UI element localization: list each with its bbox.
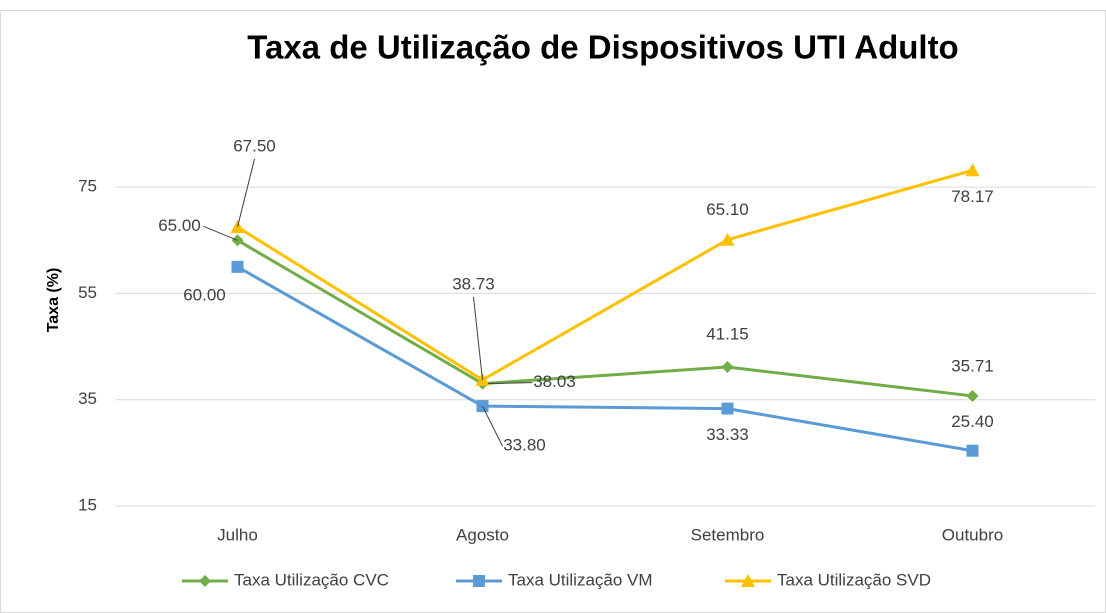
y-tick-label: 55 xyxy=(78,283,97,302)
chart-title: Taxa de Utilização de Dispositivos UTI A… xyxy=(247,29,958,66)
data-label: 78.17 xyxy=(951,187,994,206)
series-line xyxy=(236,238,973,398)
data-label: 38.73 xyxy=(452,274,495,293)
data-label: 35.71 xyxy=(951,356,994,375)
x-tick-label: Setembro xyxy=(691,525,765,544)
y-tick-label: 35 xyxy=(78,389,97,408)
legend-label: Taxa Utilização VM xyxy=(508,570,653,589)
legend-label: Taxa Utilização SVD xyxy=(777,570,931,589)
data-label: 41.15 xyxy=(706,325,749,344)
data-label: 25.40 xyxy=(951,412,994,431)
series-line xyxy=(236,265,973,453)
x-tick-label: Agosto xyxy=(456,525,509,544)
marker xyxy=(965,163,980,177)
marker xyxy=(966,444,979,457)
y-tick-label: 75 xyxy=(78,177,97,196)
y-tick-label: 15 xyxy=(78,495,97,514)
data-label: 65.00 xyxy=(158,216,201,235)
series-line xyxy=(236,168,973,382)
x-tick-label: Outubro xyxy=(942,525,1003,544)
leader-line xyxy=(237,158,255,228)
x-tick-label: Julho xyxy=(217,525,258,544)
leader-line xyxy=(203,225,238,241)
data-label: 33.33 xyxy=(706,425,749,444)
chart-frame xyxy=(0,10,1106,613)
marker xyxy=(199,575,211,587)
marker xyxy=(741,574,755,587)
data-label: 33.80 xyxy=(503,436,546,455)
marker xyxy=(721,361,734,374)
leader-line xyxy=(482,382,533,385)
legend-label: Taxa Utilização CVC xyxy=(234,570,389,589)
leader-line xyxy=(473,296,483,380)
y-axis-title: Taxa (%) xyxy=(45,268,62,333)
marker xyxy=(966,389,979,402)
data-label: 65.10 xyxy=(706,200,749,219)
data-label: 67.50 xyxy=(233,136,276,155)
data-label: 60.00 xyxy=(183,285,226,304)
leader-line xyxy=(482,405,503,447)
marker xyxy=(721,402,734,415)
marker xyxy=(720,232,735,246)
marker xyxy=(231,260,244,273)
marker xyxy=(473,575,485,587)
data-label: 38.03 xyxy=(533,372,576,391)
